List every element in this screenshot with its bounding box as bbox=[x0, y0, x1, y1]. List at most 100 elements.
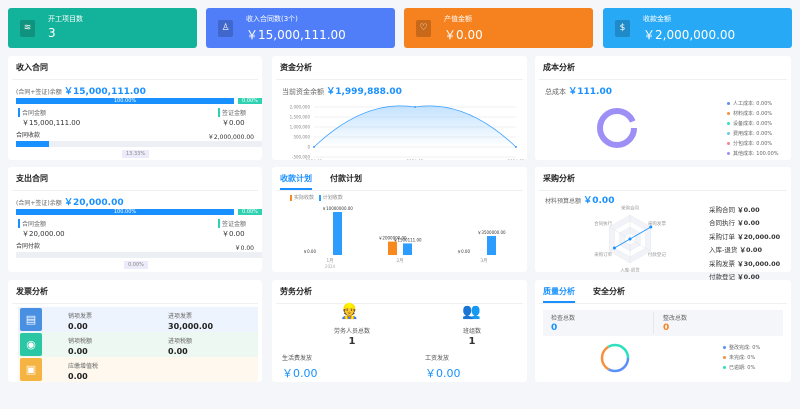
legend-item[interactable]: 分包成本: 0.00% bbox=[727, 140, 779, 147]
item-label: 采购订单 bbox=[709, 232, 735, 241]
card-value: ￥0.00 bbox=[444, 28, 483, 42]
collect-progress bbox=[16, 141, 262, 147]
legend-item[interactable]: 其他成本: 100.00% bbox=[727, 150, 779, 157]
panel-title: 采购分析 bbox=[539, 167, 787, 191]
radar-axis-label: 付款登记 bbox=[648, 251, 666, 258]
invoice-row: ▤ 销项发票 0.00 进项发票 30,000.00 bbox=[18, 307, 258, 332]
summary-card[interactable]: ♙ 收入合同数(3个) ￥15,000,111.00 bbox=[206, 8, 395, 48]
stat-label: 进项税额 bbox=[168, 338, 193, 345]
visa-label: 签证金额 bbox=[218, 219, 246, 228]
plan-bar-chart: 1月 ￥0.00 ￥10000000.00 2月 ￥2000000.00￥1500111… bbox=[303, 206, 506, 269]
budget-label: 材料预算总额 bbox=[545, 198, 582, 205]
panel-title: 资金分析 bbox=[276, 56, 523, 80]
stat-value: 0.00 bbox=[68, 322, 88, 331]
living-value: ￥0.00 bbox=[282, 367, 318, 380]
summary-card[interactable]: $ 收款金额 ￥2,000,000.00 bbox=[603, 8, 792, 48]
item-label: 采购发票 bbox=[709, 259, 735, 268]
fund-label: 当前资金余额 bbox=[282, 88, 324, 96]
payment-progress bbox=[16, 252, 262, 258]
panel-title: 劳务分析 bbox=[276, 280, 523, 304]
radar-axis-label: 采购订单 bbox=[594, 251, 612, 258]
labor-analysis-panel: 劳务分析 👷 👥 劳务人员总数 1 班组数 1 生活费发放 ￥0.00 工资发放… bbox=[272, 280, 527, 382]
area-fill bbox=[314, 105, 516, 147]
y-tick-label: 1,500,000 bbox=[290, 115, 311, 120]
legend-label: 已逾期: 0% bbox=[729, 365, 756, 371]
bar[interactable] bbox=[333, 212, 342, 255]
bar[interactable] bbox=[403, 243, 412, 255]
stamp-icon: ♙ bbox=[218, 20, 233, 37]
heart-shield-icon: ♡ bbox=[416, 20, 431, 37]
x-tick-label: 2月 bbox=[396, 258, 403, 264]
legend-actual[interactable]: 实际收款 bbox=[290, 195, 315, 201]
legend-planned[interactable]: 计划收款 bbox=[318, 195, 343, 201]
legend-label: 分包成本: 0.00% bbox=[733, 141, 773, 147]
tab-1[interactable]: 付款计划 bbox=[330, 174, 362, 183]
radar-point[interactable] bbox=[612, 246, 616, 250]
contract-label: 合同金额 bbox=[18, 219, 46, 228]
legend-item[interactable]: 材料成本: 0.00% bbox=[727, 110, 779, 117]
y-tick-label: 500,000 bbox=[293, 135, 310, 140]
data-point[interactable] bbox=[414, 106, 416, 108]
bar[interactable] bbox=[487, 236, 496, 255]
tab-1[interactable]: 安全分析 bbox=[593, 287, 625, 296]
data-label: ￥2000000.00 bbox=[378, 236, 407, 241]
money-bag-icon: $ bbox=[615, 20, 630, 37]
legend-label: 设备成本: 0.00% bbox=[733, 121, 773, 127]
workers-label: 劳务人员总数 bbox=[333, 328, 370, 335]
contract-label: 合同金额 bbox=[18, 108, 46, 117]
item-value: ￥0.00 bbox=[739, 246, 762, 255]
radar-point[interactable] bbox=[628, 237, 632, 241]
y-tick-label: -500,000 bbox=[292, 155, 310, 160]
team-icon: 👥 bbox=[462, 302, 481, 320]
visa-label: 签证金额 bbox=[218, 108, 246, 117]
collect-amount: ￥2,000,000.00 bbox=[207, 134, 254, 141]
fund-line-chart: 2,000,000 1,500,000 1,000,000 500,000 0 -500,… bbox=[290, 105, 525, 161]
legend-dot bbox=[723, 356, 726, 359]
legend-item[interactable]: 人工成本: 0.00% bbox=[727, 100, 779, 107]
data-point[interactable] bbox=[313, 146, 315, 148]
payment-plan-panel: 收款计划 付款计划 实际收款 计划收款 1月 ￥0.00 ￥10000000.00 2月… bbox=[272, 167, 527, 272]
radar-axis-label: 采购合同 bbox=[621, 205, 639, 212]
rectify-value: 0 bbox=[663, 323, 670, 333]
bar[interactable] bbox=[388, 241, 397, 255]
invoice-row: ▣ 应缴增值税 0.00 bbox=[18, 357, 258, 382]
tab-0[interactable]: 收款计划 bbox=[280, 173, 312, 190]
tax-hand-icon: ◉ bbox=[20, 333, 42, 356]
card-title: 收入合同数(3个) bbox=[246, 15, 298, 23]
card-title: 收款金额 bbox=[643, 15, 671, 23]
workers-value: 1 bbox=[348, 336, 356, 347]
item-value: ￥20,000.00 bbox=[737, 232, 781, 241]
contract-amount: ￥15,000,111.00 bbox=[22, 119, 81, 127]
visa-amount: ￥0.00 bbox=[222, 230, 245, 238]
card-value: 3 bbox=[48, 26, 56, 40]
legend-label: 材料成本: 0.00% bbox=[733, 111, 773, 117]
y-tick-label: 2,000,000 bbox=[290, 105, 311, 110]
data-point[interactable] bbox=[515, 146, 517, 148]
collect-label: 合同收款 bbox=[16, 132, 41, 139]
legend-item[interactable]: 设备成本: 0.00% bbox=[727, 120, 779, 127]
y-tick-label: 0 bbox=[307, 145, 310, 150]
tab-0[interactable]: 质量分析 bbox=[543, 286, 575, 303]
purchase-item: 采购合同 ￥0.00 bbox=[709, 204, 780, 214]
radar-axis-label: 合同执行 bbox=[594, 220, 612, 227]
data-label: ￥0.00 bbox=[303, 249, 316, 254]
summary-card[interactable]: ≋ 开工项目数 3 bbox=[8, 8, 197, 48]
legend-item[interactable]: 费用成本: 0.00% bbox=[727, 130, 779, 137]
legend-dot bbox=[727, 132, 730, 135]
stat-label: 进项发票 bbox=[168, 313, 193, 320]
card-title: 产值金额 bbox=[444, 15, 472, 23]
pie-slice bbox=[597, 108, 637, 148]
payment-amount: ￥0.00 bbox=[234, 245, 254, 252]
summary-card[interactable]: ♡ 产值金额 ￥0.00 bbox=[404, 8, 593, 48]
legend-item[interactable]: 整改完成: 0% bbox=[723, 344, 760, 351]
legend-item[interactable]: 未完成: 0% bbox=[723, 354, 760, 361]
purchase-analysis-panel: 采购分析 材料预算总额 ￥0.00 采购合同 采购发票 付款登记 入库-退货 采购订单合… bbox=[535, 167, 791, 281]
balance-value: ￥15,000,111.00 bbox=[63, 87, 146, 97]
legend-item[interactable]: 已逾期: 0% bbox=[723, 364, 760, 371]
radar-point[interactable] bbox=[649, 225, 653, 229]
radar-axis-label: 采购发票 bbox=[648, 220, 666, 227]
expense-contract-panel: 支出合同 (合同+签证)余额 ￥20,000.00 100.00% 0.00% … bbox=[8, 167, 262, 272]
x-tick-label: 2024-01 bbox=[306, 159, 323, 160]
wage-value: ￥0.00 bbox=[425, 367, 461, 380]
legend-dot bbox=[723, 366, 726, 369]
